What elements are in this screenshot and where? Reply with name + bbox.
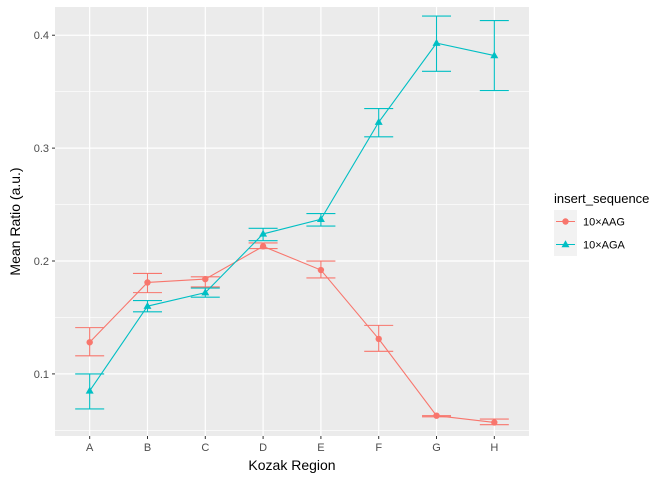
legend-label: 10×AGA [583,240,626,252]
x-tick-label: H [490,442,498,454]
data-point [316,215,325,222]
data-point [202,275,209,283]
x-tick-label: E [317,442,324,454]
legend-title: insert_sequence [554,191,649,206]
y-tick-label: 0.2 [34,256,49,268]
legend-key: 10×AGA [554,233,626,256]
y-tick-label: 0.1 [34,369,49,381]
legend: insert_sequence 10×AAG 10×AGA [554,191,649,256]
data-point [317,266,325,274]
legend-key-marker [561,240,570,248]
data-point [143,301,152,309]
data-point [433,412,440,419]
data-point [375,335,382,343]
y-axis: 0.1 0.2 0.3 0.4 [34,30,55,381]
data-point [144,279,151,286]
legend-key-marker [562,218,569,225]
data-point [86,339,93,346]
data-point [490,51,499,59]
data-point [432,38,441,46]
x-tick-label: D [259,442,267,454]
x-axis-title: Kozak Region [248,457,335,473]
legend-key: 10×AAG [554,210,625,233]
series-10×AGA [75,15,509,410]
x-tick-label: F [375,442,382,454]
legend-label: 10×AAG [583,217,625,229]
y-axis-title: Mean Ratio (a.u.) [7,167,23,275]
x-tick-label: G [432,442,441,454]
grid-minor [55,91,529,431]
series-10×AAG [75,242,509,426]
data-point [491,419,498,426]
y-tick-label: 0.4 [34,30,49,42]
data-point [85,386,94,394]
x-tick-label: A [86,442,94,454]
series-layer [75,15,509,426]
x-axis: A B C D E F G H [86,436,498,454]
data-point [374,117,383,125]
series-line [89,245,495,423]
data-point [201,288,210,296]
data-point [259,243,267,250]
data-point [259,229,268,237]
x-tick-label: C [201,442,209,454]
x-tick-label: B [144,442,151,454]
series-line [89,42,495,392]
panel-background [55,7,529,436]
y-tick-label: 0.3 [34,143,49,155]
